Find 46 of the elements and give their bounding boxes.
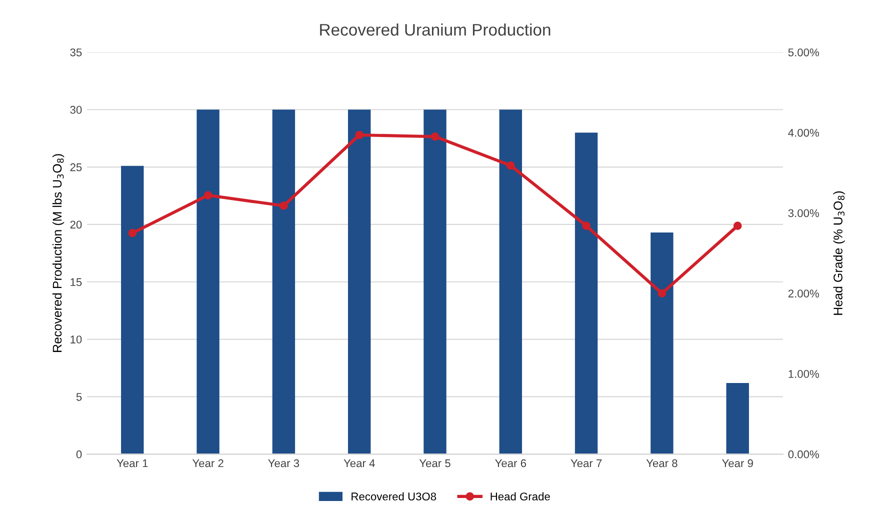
x-tick-label: Year 1 <box>116 459 148 468</box>
y-tick-label: 25 <box>70 163 82 172</box>
point <box>430 132 440 141</box>
y-axis-title: Recovered Production (M lbs U$_{3}$O$_{8}$) <box>52 154 64 352</box>
point <box>733 222 742 230</box>
y-tick-label: 35 <box>70 48 82 56</box>
bar <box>196 110 220 454</box>
y2-tick-label: 2.00% <box>788 290 819 298</box>
chart-title: Recovered Uranium Production <box>320 23 550 36</box>
y2-tick-label: 5.00% <box>788 48 819 56</box>
point <box>658 289 666 298</box>
x-tick-label: Year 5 <box>419 459 450 468</box>
x-tick-label: Year 3 <box>268 459 300 468</box>
y-tick-label: 10 <box>70 336 82 344</box>
y-tick-label: 30 <box>70 106 82 114</box>
point <box>355 130 364 140</box>
bar <box>499 110 522 454</box>
x-tick-label: Year 6 <box>495 459 526 468</box>
y2-axis-title: Head Grade (% U$_{3}$O$_{8}$) <box>833 191 845 315</box>
y-tick-label: 0 <box>76 450 82 458</box>
bar <box>424 110 446 454</box>
x-tick-label: Year 2 <box>192 459 224 468</box>
bar <box>574 132 598 454</box>
legend-label: Recovered U3O8 <box>352 492 436 500</box>
legend-label: Head Grade <box>490 492 550 500</box>
point <box>204 191 212 200</box>
x-tick-label: Year 7 <box>570 459 602 468</box>
bar <box>726 382 749 454</box>
point <box>280 202 288 210</box>
y2-tick-label: 3.00% <box>788 209 819 218</box>
point <box>506 161 515 170</box>
bar <box>121 166 144 454</box>
y-tick-label: 5 <box>76 393 82 401</box>
x-tick-label: Year 9 <box>722 459 753 468</box>
x-tick-label: Year 8 <box>646 459 678 468</box>
y2-tick-label: 1.00% <box>788 370 819 378</box>
bar <box>272 110 296 454</box>
y2-tick-label: 0.00% <box>788 450 819 458</box>
point <box>128 228 137 238</box>
bar <box>348 110 371 454</box>
y-tick-label: 15 <box>70 278 82 286</box>
point <box>582 222 590 230</box>
bar <box>650 232 674 454</box>
y-tick-label: 20 <box>70 220 82 229</box>
x-tick-label: Year 4 <box>344 459 375 468</box>
y2-tick-label: 4.00% <box>788 128 819 137</box>
